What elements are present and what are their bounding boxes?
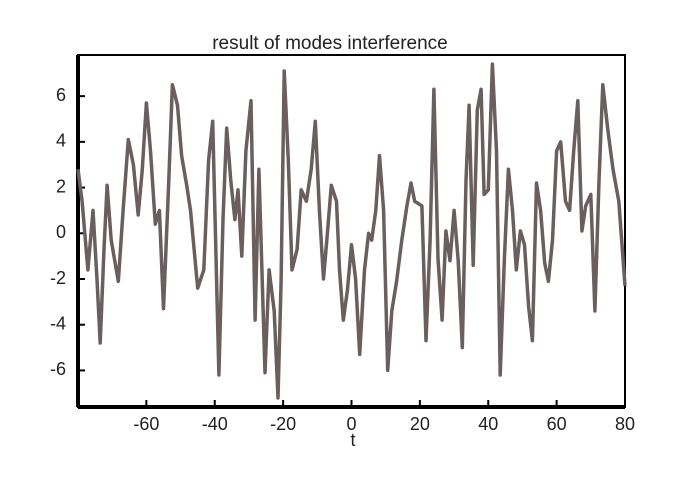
x-tick-label: 80 <box>615 414 635 434</box>
y-tick-label: 2 <box>56 176 66 196</box>
x-tick-label: 0 <box>346 414 356 434</box>
y-tick-label: 4 <box>56 131 66 151</box>
y-tick-label: 0 <box>56 222 66 242</box>
y-tick-label: 6 <box>56 85 66 105</box>
x-tick-label: -60 <box>133 414 159 434</box>
x-tick-label: 20 <box>410 414 430 434</box>
x-tick-label: -20 <box>270 414 296 434</box>
x-tick-label: 40 <box>478 414 498 434</box>
chart-title: result of modes interference <box>212 33 448 54</box>
x-tick-label: 60 <box>547 414 567 434</box>
data-line <box>76 62 627 400</box>
y-tick-label: -6 <box>50 359 66 379</box>
y-tick-label: -2 <box>50 268 66 288</box>
x-tick-label: -40 <box>202 414 228 434</box>
y-tick-label: -4 <box>50 313 66 333</box>
x-axis-label: t <box>350 430 355 450</box>
